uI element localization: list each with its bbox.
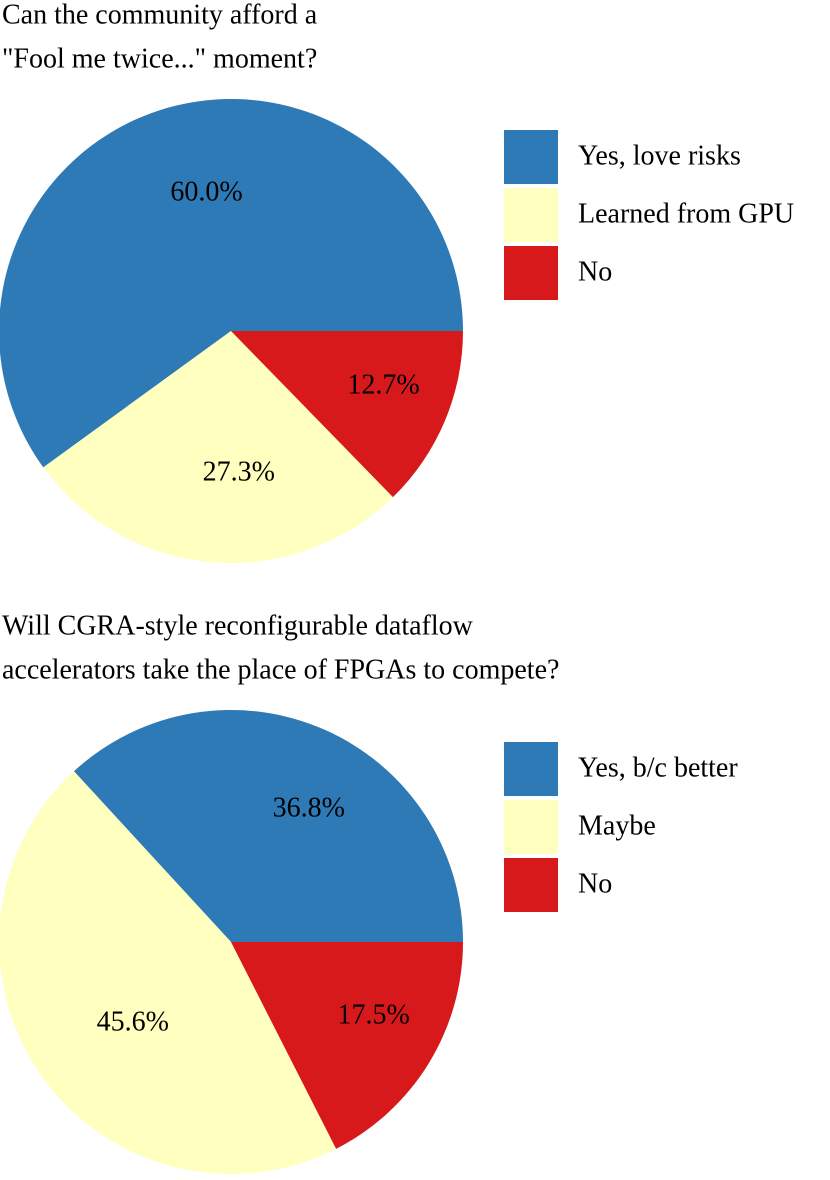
pie-slice [73, 710, 463, 942]
data-label: 27.3% [203, 457, 275, 488]
data-label: 36.8% [273, 793, 345, 824]
chart-title: "Fool me twice..." moment? [2, 43, 317, 74]
legend-label: No [578, 868, 612, 899]
legend-label: Learned from GPU [578, 198, 794, 229]
pie-slice [231, 942, 463, 1149]
legend-swatch [504, 188, 558, 242]
data-label: 17.5% [337, 1000, 409, 1031]
legend-swatch [504, 858, 558, 912]
data-label: 45.6% [97, 1006, 169, 1037]
legend-swatch [504, 742, 558, 796]
chart-title: accelerators take the place of FPGAs to … [2, 654, 559, 685]
legend-label: Maybe [578, 810, 656, 841]
legend-label: Yes, b/c better [578, 752, 738, 783]
data-label: 60.0% [170, 177, 242, 208]
chart-title: Can the community afford a [2, 0, 318, 30]
pie-slice [0, 771, 337, 1174]
legend-swatch [504, 130, 558, 184]
legend-swatch [504, 800, 558, 854]
chart-title: Will CGRA-style reconfigurable dataflow [2, 610, 474, 641]
legend-swatch [504, 246, 558, 300]
legend-label: Yes, love risks [578, 140, 741, 171]
pie-slice [231, 331, 463, 498]
pie-slice [43, 331, 393, 564]
data-label: 12.7% [347, 369, 419, 400]
pie-slice [0, 99, 463, 468]
legend-label: No [578, 256, 612, 287]
